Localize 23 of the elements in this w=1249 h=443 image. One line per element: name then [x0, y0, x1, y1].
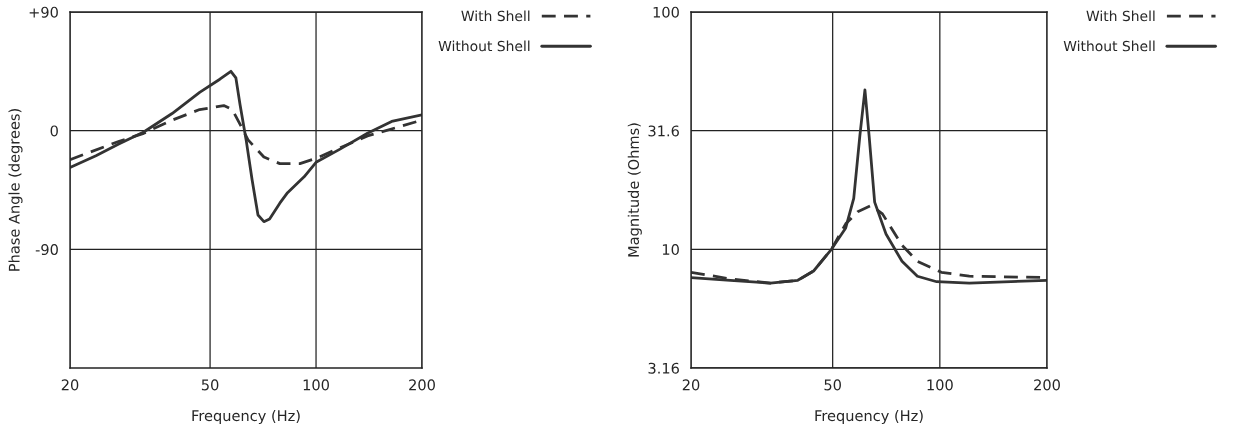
- x-tick-label: 20: [682, 379, 700, 391]
- x-tick-label: 50: [824, 379, 841, 391]
- y-tick-label: -90: [35, 244, 58, 256]
- x-tick-label: 50: [201, 379, 219, 391]
- y-tick-label: 0: [50, 125, 58, 137]
- x-tick-label: 20: [61, 379, 79, 391]
- legend-label: Without Shell: [1063, 40, 1155, 52]
- y-tick-label: 3.16: [648, 362, 679, 374]
- x-tick-label: 100: [927, 379, 953, 391]
- x-tick-label: 200: [409, 379, 435, 391]
- y-axis-title: Magnitude (Ohms): [627, 123, 642, 257]
- y-tick-label: 31.6: [648, 125, 679, 137]
- legend-label: With Shell: [1086, 10, 1155, 22]
- y-tick-label: 100: [653, 6, 679, 18]
- x-tick-label: 100: [303, 379, 329, 391]
- x-axis-title: Frequency (Hz): [815, 409, 923, 425]
- legend-label: Without Shell: [438, 40, 530, 52]
- y-tick-label: +90: [29, 6, 58, 18]
- x-axis-title: Frequency (Hz): [192, 409, 300, 425]
- y-tick-label: 10: [662, 244, 679, 256]
- y-axis-title: Phase Angle (degrees): [8, 109, 23, 271]
- x-tick-label: 200: [1034, 379, 1060, 391]
- legend-label: With Shell: [461, 10, 530, 22]
